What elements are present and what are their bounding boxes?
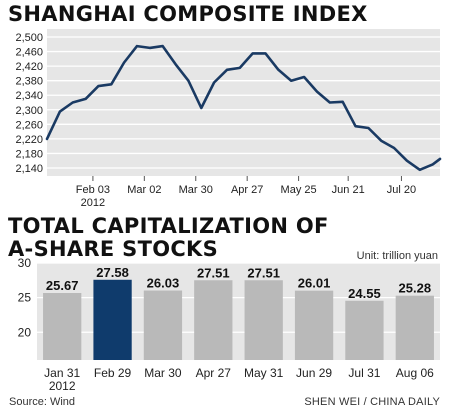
x-tick-label: Jul 20 — [387, 184, 416, 196]
x-tick-label: Jun 21 — [332, 184, 365, 196]
bar-value-label: 27.51 — [197, 265, 230, 280]
line-chart-title: SHANGHAI COMPOSITE INDEX — [8, 2, 368, 26]
bar-value-label: 27.51 — [247, 265, 280, 280]
source-note: Source: Wind — [9, 396, 76, 408]
x-tick-label: Jul 31 — [348, 366, 380, 380]
y-tick-label: 2,140 — [15, 163, 43, 175]
x-tick-label: Mar 30 — [144, 366, 182, 380]
y-tick-label: 2,340 — [15, 90, 43, 102]
x-tick-label: Apr 27 — [196, 366, 232, 380]
bar — [194, 280, 233, 360]
y-tick-label: 2,220 — [15, 134, 43, 146]
x-year-label: 2012 — [81, 197, 105, 209]
bar — [294, 290, 334, 360]
bar-chart-unit-label: Unit: trillion yuan — [356, 250, 438, 262]
credit-note: SHEN WEI / CHINA DAILY — [304, 396, 440, 408]
bar — [93, 279, 132, 360]
y-tick-label: 2,180 — [15, 148, 43, 160]
x-tick-label: Jun 29 — [296, 366, 332, 380]
x-tick-label: May 25 — [281, 184, 317, 196]
bar-value-label: 25.67 — [46, 278, 79, 293]
y-tick-label: 2,380 — [15, 76, 43, 88]
x-tick-label: May 31 — [244, 366, 284, 380]
line-chart: 2,140 2,180 2,220 2,260 2,300 2,340 2,380 2,420… — [15, 29, 442, 209]
bar — [43, 293, 82, 360]
y-tick-label: 2,420 — [15, 61, 43, 73]
x-tick-label: Mar 02 — [127, 184, 161, 196]
x-tick-label: Mar 30 — [179, 184, 213, 196]
bar-value-label: 25.28 — [399, 281, 432, 296]
bar — [244, 280, 283, 360]
x-tick-label: Jan 31 — [44, 366, 80, 380]
bar-value-label: 26.01 — [298, 276, 331, 291]
index-line — [45, 44, 442, 172]
y-tick-label: 30 — [18, 256, 32, 270]
bar — [143, 290, 183, 360]
x-year-label: 2012 — [49, 379, 76, 393]
y-tick-label: 2,260 — [15, 119, 43, 131]
x-tick-label: Feb 29 — [94, 366, 132, 380]
x-tick-label: Feb 03 — [76, 184, 110, 196]
x-tick-label: Aug 06 — [396, 366, 434, 380]
bar-chart-title-line2: A-SHARE STOCKS — [8, 237, 219, 261]
y-tick-label: 2,300 — [15, 105, 43, 117]
bar — [345, 300, 384, 360]
plot-background — [47, 29, 440, 176]
bar-value-label: 27.58 — [96, 265, 129, 280]
bar-chart-title-line1: TOTAL CAPITALIZATION OF — [8, 214, 329, 238]
bar-value-label: 24.55 — [348, 286, 381, 301]
y-tick-label: 2,460 — [15, 47, 43, 59]
y-tick-label: 20 — [18, 325, 32, 339]
y-tick-label: 25 — [18, 291, 32, 305]
bar — [395, 295, 434, 360]
x-tick-label: Apr 27 — [231, 184, 263, 196]
y-tick-label: 2,500 — [15, 32, 43, 44]
bar-value-label: 26.03 — [147, 276, 180, 291]
